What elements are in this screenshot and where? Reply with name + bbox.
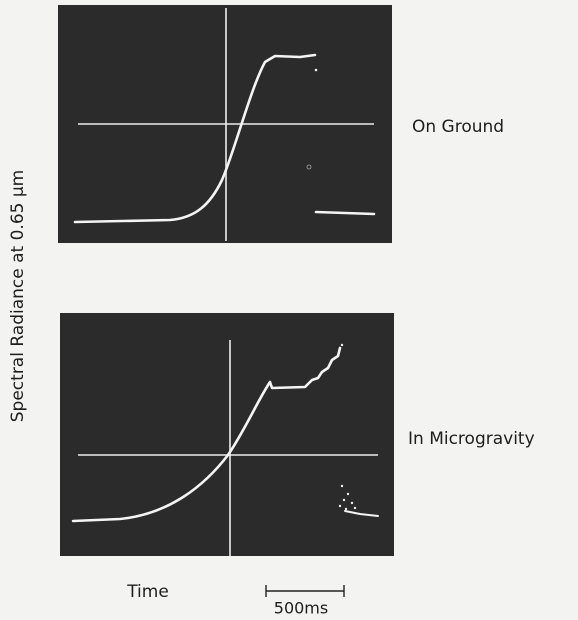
figure: Spectral Radiance at 0.65 μm On Ground I… [0,0,578,620]
page: {"y_axis_label": "Spectral Radiance at 0… [0,0,578,620]
panel-label: On Ground [412,117,504,137]
scale-bar-label: 500ms [274,599,328,618]
panel-in-microgravity [60,313,394,556]
trace-dot [341,344,343,346]
trace-dot [341,485,343,487]
trace-dot [315,69,318,72]
panel-on-ground [58,5,392,243]
x-axis-label: Time [126,582,169,602]
trace-dot [343,499,345,501]
trace-dot [354,507,356,509]
trace-dot [345,508,347,510]
scale-bar: 500ms [266,585,344,618]
panel-label: In Microgravity [408,429,535,449]
trace-dot [339,505,341,507]
trace-dot [347,493,349,495]
trace-dot [351,502,353,504]
y-axis-label: Spectral Radiance at 0.65 μm [8,170,28,422]
